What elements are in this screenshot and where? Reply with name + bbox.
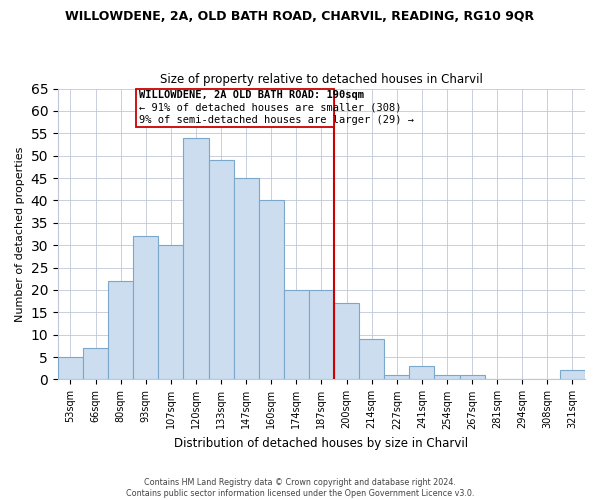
Text: ← 91% of detached houses are smaller (308): ← 91% of detached houses are smaller (30… — [139, 103, 402, 113]
Bar — [460, 375, 485, 380]
Bar — [334, 304, 359, 380]
Bar — [384, 375, 409, 380]
FancyBboxPatch shape — [136, 88, 334, 126]
Bar — [259, 200, 284, 380]
Text: Contains HM Land Registry data © Crown copyright and database right 2024.
Contai: Contains HM Land Registry data © Crown c… — [126, 478, 474, 498]
Bar — [133, 236, 158, 380]
Bar — [58, 357, 83, 380]
Bar — [209, 160, 233, 380]
Bar — [158, 245, 184, 380]
Bar — [560, 370, 585, 380]
Bar — [184, 138, 209, 380]
Bar — [233, 178, 259, 380]
Text: 9% of semi-detached houses are larger (29) →: 9% of semi-detached houses are larger (2… — [139, 114, 415, 124]
Bar — [83, 348, 108, 380]
Bar — [409, 366, 434, 380]
Text: WILLOWDENE, 2A, OLD BATH ROAD, CHARVIL, READING, RG10 9QR: WILLOWDENE, 2A, OLD BATH ROAD, CHARVIL, … — [65, 10, 535, 23]
Bar — [284, 290, 309, 380]
Bar — [108, 281, 133, 380]
Bar — [359, 339, 384, 380]
Title: Size of property relative to detached houses in Charvil: Size of property relative to detached ho… — [160, 73, 483, 86]
Text: WILLOWDENE, 2A OLD BATH ROAD: 190sqm: WILLOWDENE, 2A OLD BATH ROAD: 190sqm — [139, 90, 364, 100]
Bar — [434, 375, 460, 380]
Y-axis label: Number of detached properties: Number of detached properties — [15, 146, 25, 322]
Bar — [309, 290, 334, 380]
X-axis label: Distribution of detached houses by size in Charvil: Distribution of detached houses by size … — [175, 437, 469, 450]
